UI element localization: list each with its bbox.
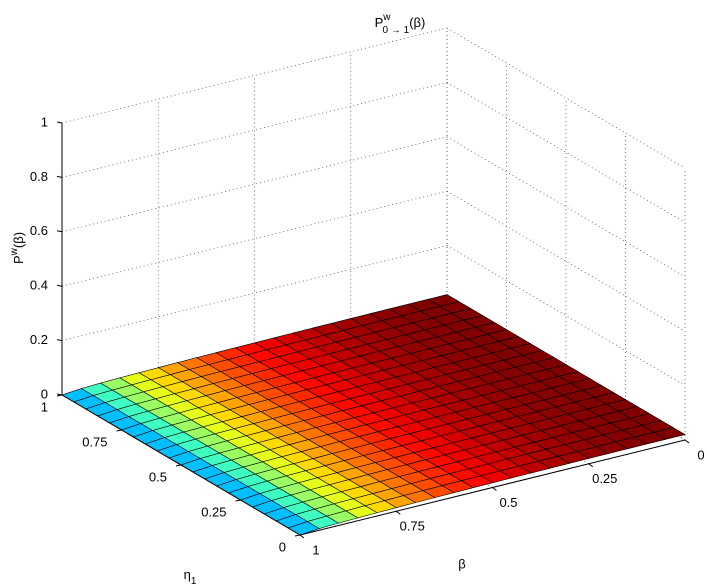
chart-title: Pw 0 → 1(β) [375, 12, 426, 36]
y-tick-label: 0.25 [201, 504, 226, 519]
y-tick-label: 0 [279, 539, 286, 554]
y-tick [294, 534, 301, 537]
z-tick [56, 121, 63, 124]
x-tick-label: 0.75 [400, 519, 425, 534]
x-tick [299, 534, 305, 539]
z-tick [56, 339, 63, 342]
z-tick-label: 0.2 [30, 332, 48, 347]
x-tick [492, 487, 497, 491]
z-tick [56, 393, 63, 396]
x-tick-label: 0.5 [499, 495, 517, 510]
z-tick-label: 0.8 [30, 169, 48, 184]
y-tick [116, 429, 122, 432]
title-sup: w [382, 12, 391, 23]
x-tick [588, 463, 594, 468]
x-tick-label: 0 [697, 447, 704, 462]
title-tail: (β) [409, 15, 425, 30]
title-base: P [375, 15, 384, 30]
y-tick-label: 0.75 [82, 434, 107, 449]
z-tick-label: 0 [41, 386, 48, 401]
ylabel-sub: 1 [191, 576, 197, 585]
x-tick-label: 1 [312, 542, 319, 557]
y-tick-label: 1 [41, 399, 48, 414]
y-tick-label: 0.5 [149, 469, 167, 484]
y-axis-label: η1 [184, 567, 197, 585]
z-tick-label: 0.4 [30, 278, 48, 293]
y-tick [235, 499, 241, 502]
zlabel-base: P [11, 255, 26, 264]
z-tick [56, 230, 63, 233]
title-sub: 0 → 1 [383, 25, 410, 36]
z-tick-label: 1 [41, 114, 48, 129]
z-axis-label: Pw(β) [9, 232, 27, 264]
ylabel-base: η [184, 567, 191, 582]
z-tick [56, 175, 63, 178]
zlabel-sup: w [9, 247, 20, 256]
x-axis-label: β [458, 556, 465, 571]
z-tick-label: 0.6 [30, 223, 48, 238]
y-tick [175, 464, 182, 467]
zlabel-tail: (β) [11, 232, 26, 248]
z-tick [56, 284, 63, 287]
x-tick-label: 0.25 [592, 471, 617, 486]
x-tick [395, 510, 401, 515]
x-tick [684, 439, 690, 444]
